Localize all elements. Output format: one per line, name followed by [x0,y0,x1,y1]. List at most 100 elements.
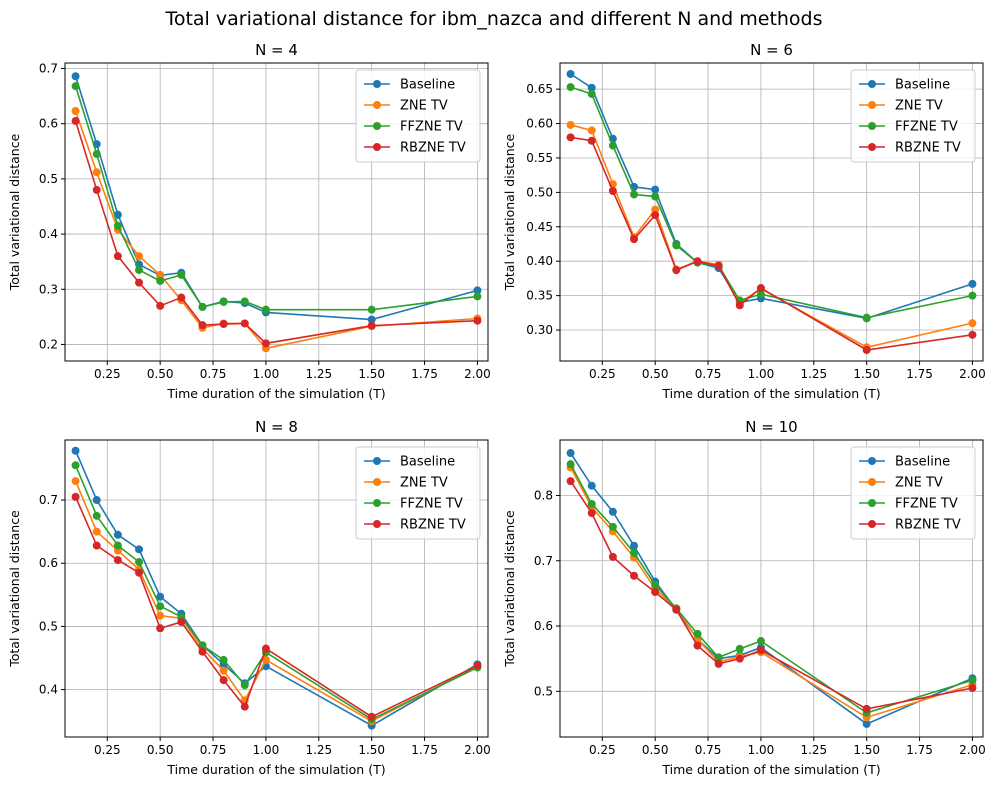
data-point [240,681,249,690]
data-point [735,301,744,310]
data-point [219,655,228,664]
legend-marker [373,101,381,109]
data-point [756,290,765,299]
data-point [968,279,977,288]
legend-marker [373,143,381,151]
series-line-rbzne-tv [74,120,478,345]
y-tick-label: 0.6 [39,556,58,570]
x-tick-label: 0.75 [695,743,722,757]
x-tick-label: 1.00 [748,743,775,757]
data-point [473,292,482,301]
data-point [968,319,977,328]
x-tick-label: 1.25 [305,743,332,757]
data-point [587,481,596,490]
y-tick-label: 0.3 [39,282,58,296]
series-line-baseline [74,450,478,727]
data-point [135,278,144,287]
x-tick-label: 0.75 [200,743,227,757]
data-point [261,644,270,653]
legend-label: RBZNE TV [400,518,466,533]
data-point [156,602,165,611]
legend-label: FFZNE TV [400,497,463,512]
data-point [473,661,482,670]
data-point [608,187,617,196]
y-tick-label: 0.7 [39,493,58,507]
legend-marker [868,143,876,151]
data-point [630,235,639,244]
data-point [693,629,702,638]
subplot-4: 0.25 0.50 0.75 1.00 1.25 1.50 1.75 2.00 0.5 0.6 0.… [502,418,986,777]
legend-box [355,69,481,163]
y-tick-label: 0.2 [39,337,58,351]
data-point [566,83,575,92]
y-tick-label: 0.60 [526,117,553,131]
data-point [113,530,122,539]
data-point [71,477,80,486]
series-line-ffzne-tv [569,463,973,714]
y-tick-label: 0.50 [526,185,553,199]
legend-label: RBZNE TV [895,141,961,156]
legend-label: Baseline [400,455,455,470]
y-tick-label: 0.5 [39,619,58,633]
data-point [135,545,144,554]
axes-frame [559,62,984,362]
data-point [92,185,101,194]
legend-label: Baseline [895,455,950,470]
x-tick-label: 1.50 [853,367,880,381]
subplot-title: N = 6 [750,41,793,59]
y-tick-label: 0.40 [526,254,553,268]
data-point [198,647,207,656]
y-axis-label: Total variational distance [7,133,22,291]
y-tick-label: 0.8 [534,488,553,502]
legend: Baseline ZNE TV FFZNE TV RBZNE TV [850,446,976,540]
data-point [156,624,165,633]
data-point [651,588,660,597]
x-tick-label: 1.00 [253,367,280,381]
data-point [367,305,376,314]
data-point [113,252,122,261]
data-point [135,557,144,566]
data-point [71,446,80,455]
y-tick-label: 0.5 [39,172,58,186]
legend-label: Baseline [400,78,455,93]
data-point [156,611,165,620]
data-point [92,541,101,550]
data-point [240,702,249,711]
subplot-title: N = 4 [255,41,298,59]
x-tick-label: 1.50 [358,743,385,757]
y-tick-label: 0.35 [526,289,553,303]
data-point [756,284,765,293]
x-tick-label: 0.50 [642,367,669,381]
series-line-ffzne-tv [74,464,478,721]
data-point [630,541,639,550]
data-point [968,291,977,300]
x-tick-label: 1.75 [411,743,438,757]
data-point [587,499,596,508]
figure-suptitle: Total variational distance for ibm_nazca… [164,8,822,30]
subplot-title: N = 8 [255,418,298,436]
x-tick-label: 0.25 [94,367,121,381]
y-axis-label: Total variational distance [7,510,22,668]
legend-label: Baseline [895,78,950,93]
legend-marker [373,478,381,486]
data-point [608,507,617,516]
legend-box [850,69,976,163]
data-point [968,330,977,339]
x-tick-label: 2.00 [959,743,986,757]
legend-label: ZNE TV [895,476,943,491]
legend-marker [373,122,381,130]
legend-label: ZNE TV [400,99,448,114]
legend-box [355,446,481,540]
data-point [968,676,977,685]
data-point [71,492,80,501]
data-point [587,89,596,98]
x-tick-label: 1.25 [305,367,332,381]
data-point [135,265,144,274]
y-tick-label: 0.6 [39,117,58,131]
y-tick-label: 0.45 [526,220,553,234]
data-point [367,712,376,721]
data-point [566,477,575,486]
data-point [156,301,165,310]
data-point [693,257,702,266]
data-point [92,496,101,505]
